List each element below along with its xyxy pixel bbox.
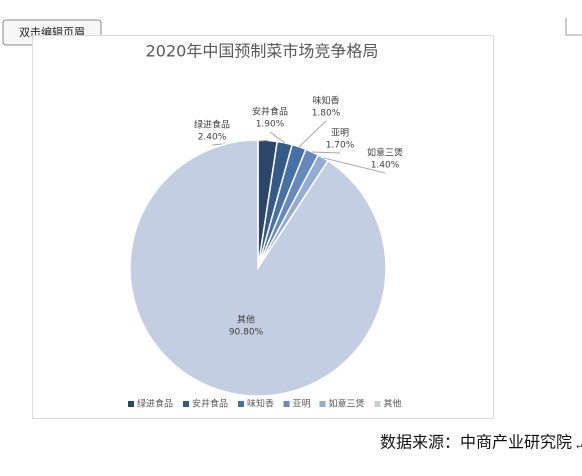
- legend-label: 其他: [384, 398, 402, 410]
- legend-swatch: [319, 401, 326, 407]
- value-label: 1.90%: [256, 120, 285, 130]
- leader-line: [323, 157, 386, 174]
- legend-swatch: [183, 401, 189, 407]
- legend-label: 亚明: [293, 399, 311, 410]
- slice-label: 安井食品: [252, 106, 288, 118]
- legend-swatch: [128, 401, 134, 407]
- slice-label: 绿进食品: [194, 119, 230, 131]
- value-label: 90.80%: [229, 328, 264, 338]
- slice-label: 亚明: [331, 128, 349, 139]
- leader-line: [298, 120, 327, 148]
- source-note: 数据来源：中商产业研究院: [380, 433, 572, 452]
- leader-line: [312, 151, 341, 154]
- pie-slice: [129, 139, 387, 397]
- value-label: 1.80%: [312, 109, 341, 119]
- value-label: 2.40%: [198, 133, 227, 143]
- leader-line: [269, 131, 286, 144]
- value-label: 1.70%: [326, 141, 355, 151]
- slice-label: 如意三煲: [367, 147, 403, 159]
- chart-title: 2020年中国预制菜市场竞争格局: [146, 42, 379, 61]
- legend-label: 如意三煲: [329, 398, 365, 410]
- slice-label: 味知香: [312, 95, 339, 107]
- page-corner: [565, 18, 582, 36]
- legend-label: 味知香: [247, 398, 274, 410]
- legend-label: 安井食品: [192, 398, 228, 410]
- legend-swatch: [374, 401, 381, 407]
- legend-swatch: [238, 401, 244, 407]
- legend-label: 绿进食品: [137, 398, 173, 410]
- legend-swatch: [283, 401, 290, 407]
- value-label: 1.40%: [371, 161, 400, 171]
- slice-label: 其他: [237, 314, 255, 326]
- return-mark: ↵: [576, 443, 582, 453]
